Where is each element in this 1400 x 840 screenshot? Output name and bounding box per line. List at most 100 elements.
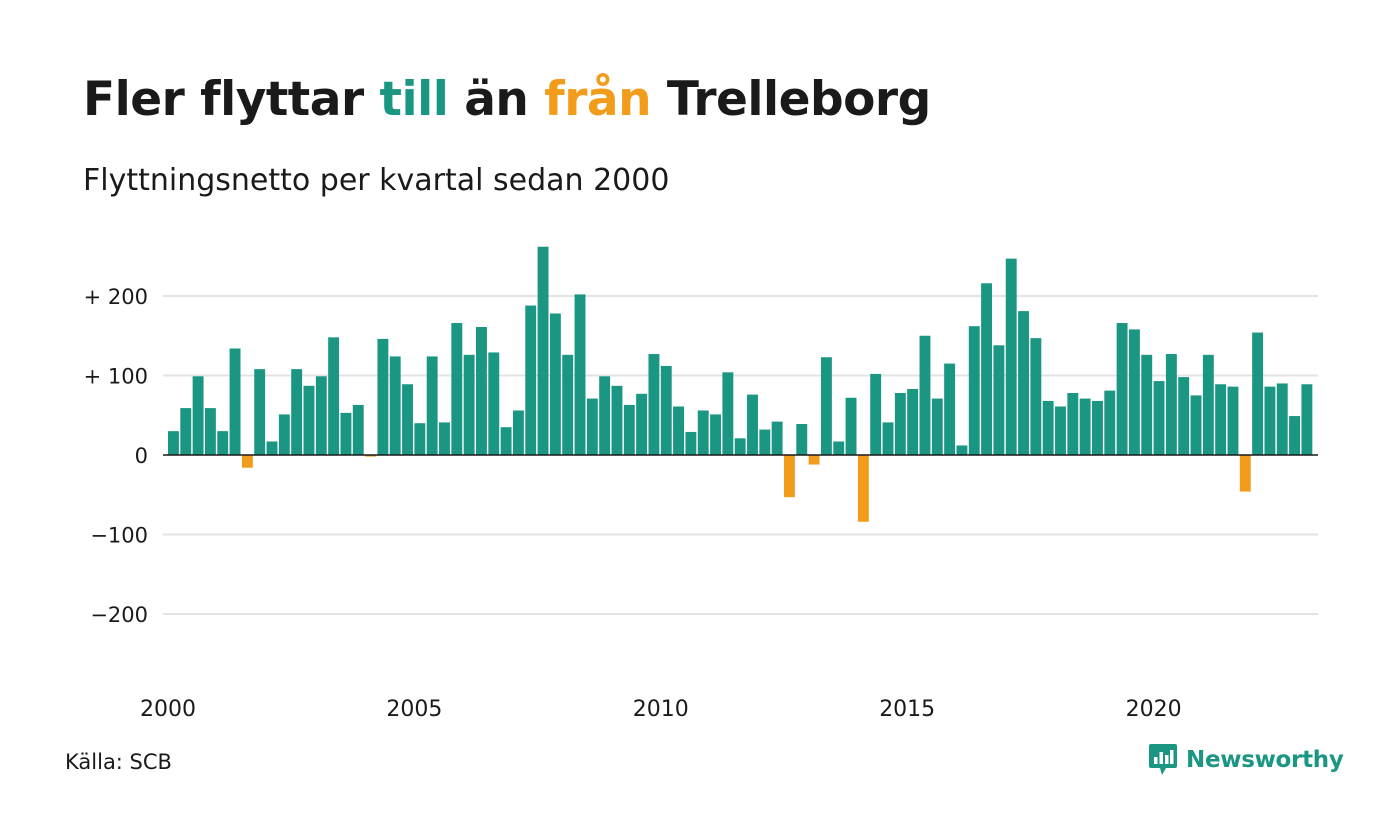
bar	[722, 372, 734, 455]
chart-title: Fler flyttar till än från Trelleborg	[83, 72, 931, 127]
y-tick-label: + 100	[84, 365, 148, 389]
bar	[1165, 354, 1177, 455]
bar	[512, 410, 524, 455]
bar	[956, 445, 968, 455]
bar	[377, 338, 389, 455]
bar	[808, 455, 820, 465]
y-axis-ticks: + 200 + 100 0 −100 −200	[84, 285, 148, 627]
bar	[1264, 386, 1276, 455]
y-tick-label: −200	[90, 603, 148, 627]
bar	[365, 455, 377, 457]
bar	[944, 363, 956, 455]
bar	[1116, 323, 1128, 455]
bar	[180, 408, 192, 456]
bar	[340, 412, 352, 456]
bar	[833, 441, 845, 456]
y-tick-label: 0	[135, 444, 148, 468]
bar	[636, 393, 648, 455]
bar	[229, 348, 241, 455]
bar	[1092, 400, 1103, 455]
bar	[352, 404, 364, 456]
bar	[796, 424, 808, 456]
bar	[278, 414, 290, 455]
bar	[488, 352, 500, 455]
bar	[747, 394, 758, 455]
bar	[919, 335, 931, 455]
bar	[315, 376, 327, 455]
bar	[1178, 377, 1190, 455]
bar	[1067, 392, 1079, 455]
grid-lines	[163, 295, 1318, 615]
bar	[1202, 354, 1214, 455]
bar	[599, 376, 611, 455]
bar	[1153, 381, 1165, 455]
title-text-end: Trelleborg	[651, 72, 931, 127]
x-tick-label: 2020	[1126, 697, 1182, 722]
newsworthy-logo-icon	[1149, 744, 1177, 775]
bars	[168, 246, 1313, 522]
bar	[574, 294, 586, 455]
bar	[1215, 384, 1227, 456]
bar	[907, 389, 919, 455]
bar	[660, 365, 672, 455]
bar	[771, 421, 783, 455]
bar	[784, 455, 795, 498]
bar	[1079, 398, 1091, 456]
bar	[685, 431, 697, 455]
bar	[1190, 395, 1202, 456]
x-axis-ticks: 2000 2005 2010 2015 2020	[140, 697, 1182, 722]
brand-logo: Newsworthy	[1148, 742, 1344, 778]
bar	[204, 408, 216, 456]
bar	[562, 354, 574, 455]
bar	[1289, 416, 1301, 456]
y-tick-label: + 200	[84, 285, 148, 309]
bar	[266, 441, 278, 456]
source-note: Källa: SCB	[65, 750, 172, 774]
bar	[1252, 332, 1264, 455]
bar	[1042, 400, 1054, 455]
bar	[697, 410, 709, 455]
bar	[648, 354, 660, 455]
x-tick-label: 2000	[140, 697, 196, 722]
bar	[1227, 386, 1239, 455]
bar	[168, 431, 179, 455]
bar	[1239, 455, 1251, 492]
bar	[463, 354, 475, 455]
bar	[500, 427, 512, 456]
bar	[870, 373, 882, 455]
bar	[426, 356, 438, 455]
bar	[525, 305, 537, 455]
bar	[291, 369, 303, 455]
bar	[623, 404, 635, 456]
bar	[254, 369, 266, 455]
bar	[451, 323, 463, 455]
bar	[241, 455, 253, 468]
bar	[1301, 384, 1313, 456]
bar	[611, 385, 623, 455]
bar	[217, 431, 229, 455]
bar	[734, 438, 746, 456]
bar	[1128, 329, 1140, 455]
bar	[303, 385, 315, 455]
bar	[537, 246, 549, 455]
bar	[549, 313, 561, 455]
bar	[389, 356, 401, 455]
bar	[882, 422, 894, 455]
bar	[402, 384, 413, 456]
bar	[673, 406, 685, 455]
bar	[476, 327, 487, 455]
x-tick-label: 2015	[879, 697, 935, 722]
bar	[820, 357, 832, 455]
bar	[328, 337, 340, 455]
title-text-start: Fler flyttar	[83, 72, 380, 127]
bar	[981, 283, 993, 455]
bar	[586, 398, 598, 456]
brand-name: Newsworthy	[1186, 747, 1344, 773]
bar	[1276, 383, 1288, 455]
bar	[931, 398, 943, 456]
title-fran-highlight: från	[544, 72, 652, 127]
bar	[1141, 354, 1153, 455]
bar	[414, 423, 426, 455]
bar	[759, 429, 771, 455]
bar	[993, 345, 1005, 455]
